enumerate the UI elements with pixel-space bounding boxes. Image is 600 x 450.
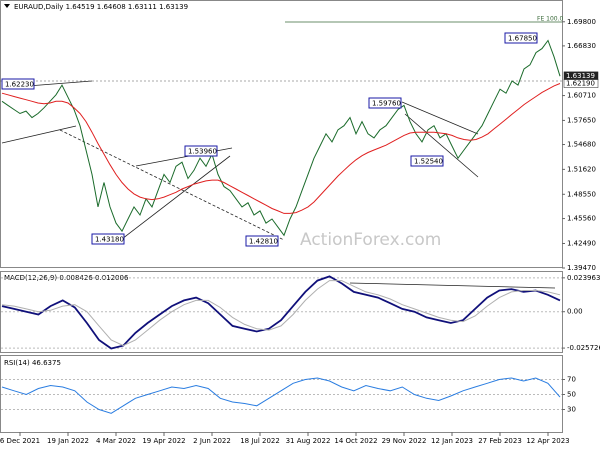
series-line [1,83,561,214]
y-tick-label: 1.39470 [567,264,596,272]
price-marker [563,79,599,88]
fe-label: FE 100.0 [537,16,564,23]
annotation-box [410,155,444,167]
x-tick-label: 6 Dec 2021 [0,437,40,445]
x-tick-label: 14 Oct 2022 [334,437,377,445]
y-tick-label: 1.60710 [567,92,596,100]
y-tick-label: 30 [567,406,576,414]
series-line [1,280,561,347]
annotation-box [1,78,35,90]
trend-lines [0,21,562,289]
annotation-box [184,145,218,157]
annotation-label: 1.43180 [95,236,124,244]
annotation-label: 1.52540 [414,158,443,166]
series-line [1,39,561,237]
x-tick-label: 12 Jan 2023 [431,437,473,445]
panel-title: EURAUD,Daily 1.64519 1.64608 1.63111 1.6… [14,3,188,11]
series-line [1,377,561,414]
price-marker-label: 1.63139 [566,72,595,80]
y-tick-label: -0.025726 [567,344,600,352]
x-tick-label: 31 Aug 2022 [286,437,331,445]
x-tick-label: 27 Feb 2023 [478,437,522,445]
x-tick-label: 19 Jan 2022 [47,437,89,445]
y-tick-label: 1.57650 [567,116,596,124]
annotation-label: 1.62230 [5,81,34,89]
menu-icon[interactable] [4,4,10,8]
y-tick-label: 70 [567,376,576,384]
price-marker-label: 1.62190 [566,80,595,88]
y-tick-label: 0.00 [567,308,583,316]
y-tick-label: 0.023963 [567,274,600,282]
main-panel [0,0,563,268]
y-tick-label: 1.48550 [567,190,596,198]
y-tick-label: 50 [567,391,576,399]
y-tick-label: 1.69800 [567,18,596,26]
y-tick-label: 1.51620 [567,165,596,173]
x-tick-label: 18 Jul 2022 [240,437,280,445]
annotation-label: 1.67850 [508,35,537,43]
x-tick-label: 19 Apr 2022 [142,437,185,445]
annotation-box [368,97,402,109]
x-tick-label: 2 Jun 2022 [193,437,231,445]
panel-title: RSI(14) 46.6375 [4,359,61,367]
annotation-label: 1.42810 [249,238,278,246]
series-line [1,275,561,350]
annotation-label: 1.53960 [188,148,217,156]
annotation-box [504,32,538,44]
y-tick-label: 1.45560 [567,215,596,223]
y-tick-label: 1.54680 [567,141,596,149]
annotation-box [245,235,279,247]
x-tick-label: 29 Nov 2022 [382,437,427,445]
x-tick-label: 12 Apr 2023 [526,437,569,445]
x-tick-label: 4 Mar 2022 [96,437,136,445]
annotation-label: 1.59760 [372,100,401,108]
watermark: ActionForex.com [300,230,441,250]
annotation-box [91,233,125,245]
y-tick-label: 1.42490 [567,239,596,247]
y-tick-label: 1.66830 [567,42,596,50]
